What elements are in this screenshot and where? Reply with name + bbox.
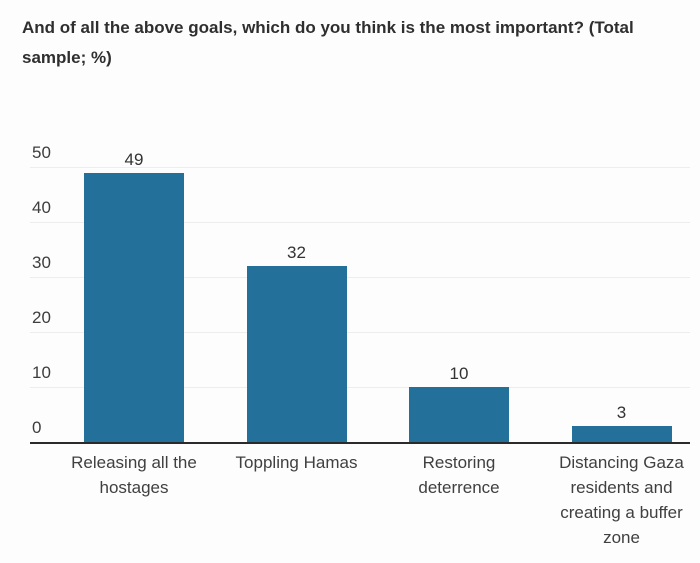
bar-value-label: 10 — [449, 364, 469, 383]
gridline — [30, 332, 690, 333]
x-axis-label: Restoring deterrence — [418, 453, 500, 497]
x-axis-label: Toppling Hamas — [235, 453, 358, 472]
x-axis-label: Releasing all the hostages — [71, 453, 197, 497]
bar — [246, 266, 347, 442]
bar-value-label: 49 — [124, 149, 144, 169]
bar-value-label: 3 — [616, 402, 627, 422]
bar — [84, 172, 184, 442]
x-axis-label: Distancing Gaza residents and creating a… — [559, 453, 684, 547]
y-tick-label: 50 — [32, 143, 51, 162]
gridline — [30, 167, 690, 168]
bar-value-label: 32 — [287, 243, 306, 262]
y-tick-label: 20 — [32, 308, 51, 327]
bar — [409, 387, 509, 442]
y-tick-label: 10 — [32, 363, 51, 382]
gridline — [30, 277, 690, 278]
y-tick-label: 40 — [32, 198, 51, 217]
y-tick-label: 0 — [32, 418, 42, 437]
y-tick-label: 30 — [32, 253, 51, 272]
x-axis-line — [30, 442, 690, 444]
gridline — [30, 222, 690, 223]
chart-title: And of all the above goals, which do you… — [22, 18, 634, 67]
bar — [571, 425, 672, 442]
gridline — [30, 387, 690, 388]
